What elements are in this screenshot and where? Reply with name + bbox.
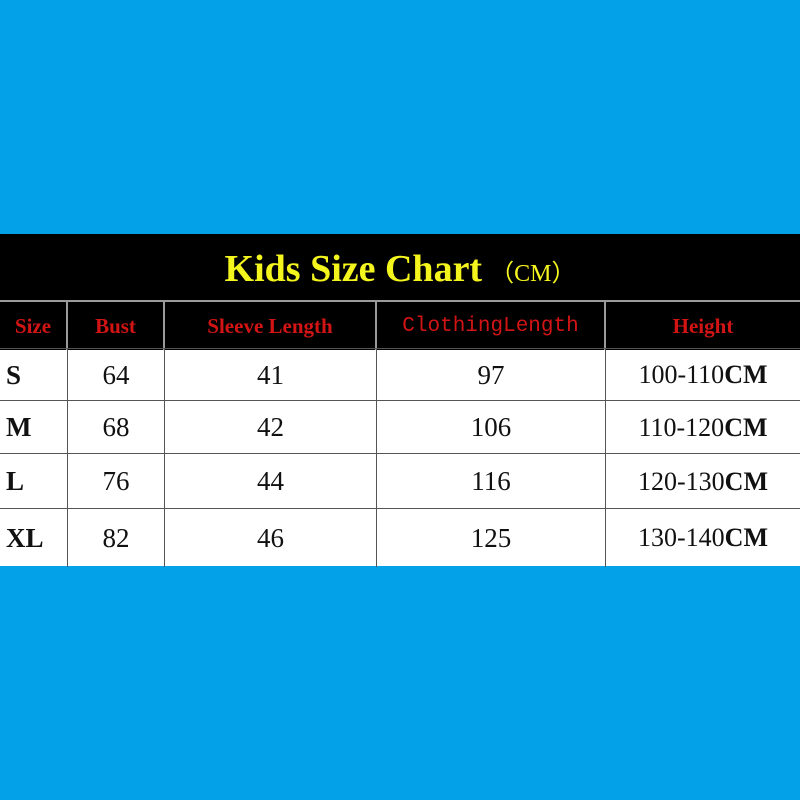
cell-bust: 82 (68, 509, 165, 567)
title-text: Kids Size Chart (224, 248, 483, 290)
cell-size: S (0, 349, 68, 401)
cell-height: 100-110 CM (606, 349, 800, 401)
header-height: Height (672, 313, 734, 338)
title-unit: （CM） (490, 261, 576, 287)
height-unit: CM (724, 360, 768, 389)
cell-clothing-length: 116 (377, 454, 606, 509)
cell-bust: 68 (68, 401, 165, 454)
size-chart-table: Kids Size Chart （CM） Size Bust Sleeve Len… (0, 234, 800, 567)
table-row: S 64 41 97 100-110 CM (0, 348, 800, 401)
cell-clothing-length: 97 (377, 349, 606, 401)
cell-height: 130-140 CM (606, 509, 800, 567)
height-unit: CM (724, 412, 768, 442)
cell-height: 110-120 CM (606, 401, 800, 454)
cell-sleeve-length: 46 (165, 509, 377, 567)
cell-size: XL (0, 509, 68, 567)
cell-clothing-length: 125 (377, 509, 606, 567)
height-range: 110-120 (638, 412, 725, 442)
cell-size: M (0, 401, 68, 454)
table-row: L 76 44 116 120-130 CM (0, 453, 800, 509)
table-row: XL 82 46 125 130-140 CM (0, 508, 800, 567)
header-row: Size Bust Sleeve Length ClothingLength H… (0, 300, 800, 350)
cell-sleeve-length: 44 (165, 454, 377, 509)
header-clothing-length: ClothingLength (377, 302, 606, 350)
height-range: 120-130 (638, 466, 725, 496)
height-unit: CM (724, 523, 768, 552)
cell-bust: 64 (68, 349, 165, 401)
cell-size: L (0, 454, 68, 509)
header-sleeve-length: Sleeve Length (165, 302, 377, 350)
cell-sleeve-length: 41 (165, 349, 377, 401)
height-range: 130-140 (638, 523, 725, 552)
height-range: 100-110 (638, 360, 725, 389)
cell-bust: 76 (68, 454, 165, 509)
header-bust: Bust (68, 302, 165, 350)
cell-sleeve-length: 42 (165, 401, 377, 454)
header-size: Size (0, 302, 68, 350)
chart-title: Kids Size Chart （CM） (0, 234, 800, 300)
cell-height: 120-130 CM (606, 454, 800, 509)
cell-clothing-length: 106 (377, 401, 606, 454)
table-row: M 68 42 106 110-120 CM (0, 400, 800, 454)
height-unit: CM (724, 466, 768, 496)
